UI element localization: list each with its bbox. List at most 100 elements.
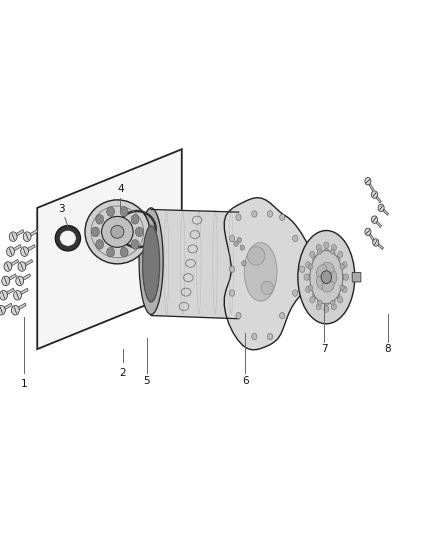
Circle shape <box>300 266 305 272</box>
Polygon shape <box>27 230 38 238</box>
Circle shape <box>330 251 335 257</box>
Ellipse shape <box>261 281 273 295</box>
Circle shape <box>120 247 128 257</box>
Circle shape <box>16 276 24 286</box>
Circle shape <box>236 312 241 319</box>
Polygon shape <box>3 288 14 296</box>
Circle shape <box>4 262 12 271</box>
Circle shape <box>9 232 17 241</box>
Circle shape <box>308 285 313 290</box>
Circle shape <box>304 274 309 280</box>
Ellipse shape <box>244 243 277 301</box>
Circle shape <box>230 266 235 272</box>
Circle shape <box>234 241 238 246</box>
Circle shape <box>318 251 323 257</box>
Text: 3: 3 <box>58 204 65 214</box>
Circle shape <box>318 297 323 304</box>
Circle shape <box>305 286 311 293</box>
Circle shape <box>313 256 318 262</box>
Circle shape <box>279 214 285 221</box>
Polygon shape <box>374 219 381 228</box>
Ellipse shape <box>60 230 76 246</box>
Circle shape <box>338 252 343 258</box>
Ellipse shape <box>139 208 163 314</box>
Circle shape <box>2 276 10 286</box>
Circle shape <box>236 214 241 221</box>
Circle shape <box>309 284 314 290</box>
Circle shape <box>316 245 321 251</box>
Circle shape <box>279 312 285 319</box>
Polygon shape <box>24 245 35 253</box>
Circle shape <box>21 247 28 256</box>
Circle shape <box>107 247 115 257</box>
Circle shape <box>324 306 329 312</box>
Ellipse shape <box>322 280 334 292</box>
Circle shape <box>309 264 314 271</box>
Text: 2: 2 <box>119 368 126 378</box>
Circle shape <box>14 290 21 300</box>
Circle shape <box>120 207 128 216</box>
Polygon shape <box>367 231 374 241</box>
Circle shape <box>340 264 344 269</box>
Ellipse shape <box>111 225 124 238</box>
Ellipse shape <box>55 225 81 251</box>
FancyBboxPatch shape <box>352 272 361 282</box>
Polygon shape <box>19 274 31 282</box>
Text: 1: 1 <box>21 379 28 389</box>
Circle shape <box>11 305 19 315</box>
Circle shape <box>340 285 344 290</box>
Ellipse shape <box>310 251 343 304</box>
Circle shape <box>330 297 335 304</box>
Circle shape <box>237 237 241 243</box>
Circle shape <box>335 292 340 298</box>
Polygon shape <box>7 260 19 268</box>
Circle shape <box>131 240 139 249</box>
Circle shape <box>342 286 347 293</box>
Text: 4: 4 <box>117 184 124 194</box>
Circle shape <box>310 296 315 303</box>
Circle shape <box>252 211 257 217</box>
Circle shape <box>313 292 318 298</box>
Ellipse shape <box>298 230 355 324</box>
Circle shape <box>365 228 371 236</box>
Polygon shape <box>15 303 26 311</box>
Circle shape <box>305 262 311 268</box>
Circle shape <box>135 227 143 237</box>
Circle shape <box>338 284 343 290</box>
Circle shape <box>7 247 14 256</box>
Ellipse shape <box>226 213 252 325</box>
Polygon shape <box>17 288 28 296</box>
Ellipse shape <box>143 227 159 301</box>
Circle shape <box>96 214 104 224</box>
Ellipse shape <box>322 262 334 274</box>
Circle shape <box>252 333 257 340</box>
Circle shape <box>324 248 329 255</box>
Circle shape <box>293 235 298 241</box>
Circle shape <box>371 216 378 223</box>
Text: 5: 5 <box>143 376 150 386</box>
Polygon shape <box>367 181 374 191</box>
Circle shape <box>321 271 332 284</box>
Circle shape <box>230 290 235 296</box>
Ellipse shape <box>328 270 337 285</box>
Circle shape <box>310 252 315 258</box>
Ellipse shape <box>316 276 327 289</box>
Circle shape <box>331 300 335 305</box>
Circle shape <box>339 274 345 280</box>
Circle shape <box>335 256 340 262</box>
Circle shape <box>131 214 139 224</box>
Circle shape <box>96 240 104 249</box>
Polygon shape <box>5 274 17 282</box>
Text: 6: 6 <box>242 376 249 386</box>
Polygon shape <box>21 260 33 268</box>
Polygon shape <box>375 241 384 249</box>
Polygon shape <box>151 209 239 319</box>
Ellipse shape <box>247 246 265 265</box>
Text: 8: 8 <box>384 344 391 354</box>
Circle shape <box>343 274 349 280</box>
Polygon shape <box>37 149 182 349</box>
Circle shape <box>373 239 379 246</box>
Circle shape <box>0 290 7 300</box>
Circle shape <box>365 177 371 185</box>
Polygon shape <box>10 245 21 253</box>
